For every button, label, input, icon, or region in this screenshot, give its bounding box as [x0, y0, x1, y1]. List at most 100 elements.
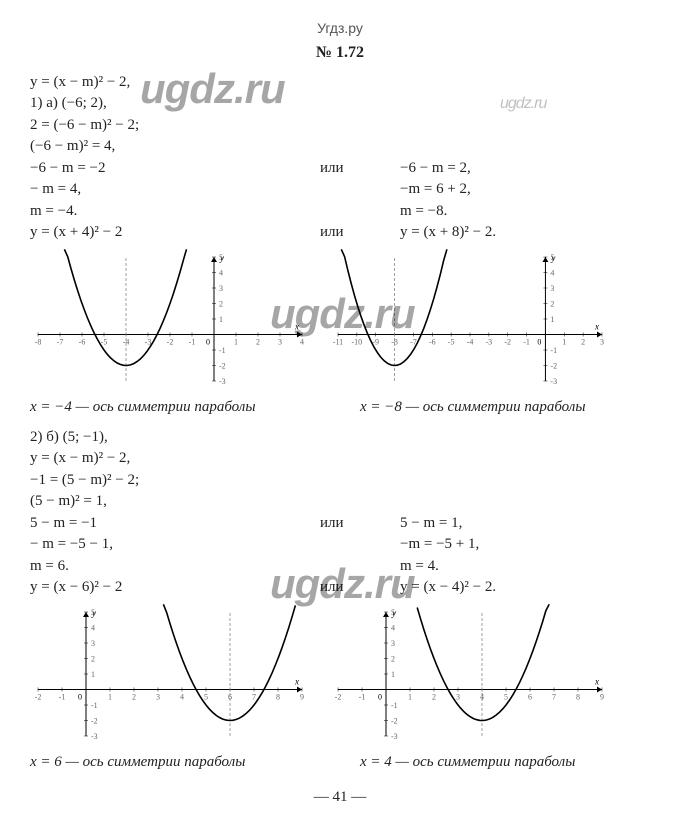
s1-right-l2: −m = 6 + 2,: [400, 179, 650, 199]
point-1: 1) а) (−6; 2),: [30, 93, 650, 113]
or-2b: или: [320, 577, 360, 597]
chart-s2-right: -2-1123456789-3-2-112345xy0: [330, 604, 610, 744]
svg-text:-1: -1: [91, 701, 98, 710]
svg-text:4: 4: [391, 624, 395, 633]
svg-text:3: 3: [219, 284, 223, 293]
s2-right-l3: m = 4.: [400, 556, 650, 576]
svg-text:2: 2: [132, 693, 136, 702]
s2-left-l3: m = 6.: [30, 556, 280, 576]
s1-right-result: y = (x + 8)² − 2.: [400, 222, 650, 242]
svg-text:-2: -2: [391, 717, 398, 726]
eq-header-1: y = (x − m)² − 2,: [30, 72, 650, 92]
svg-text:-4: -4: [467, 338, 474, 347]
svg-text:2: 2: [581, 338, 585, 347]
svg-text:x: x: [594, 322, 599, 332]
svg-text:1: 1: [408, 693, 412, 702]
svg-text:2: 2: [256, 338, 260, 347]
svg-text:-10: -10: [352, 338, 363, 347]
subst-1: 2 = (−6 − m)² − 2;: [30, 115, 650, 135]
caption-s2-left: x = 6 — ось симметрии параболы: [30, 754, 320, 771]
svg-text:9: 9: [300, 693, 304, 702]
s1-left-l2: − m = 4,: [30, 179, 280, 199]
svg-text:5: 5: [504, 693, 508, 702]
s2-right-l1: 5 − m = 1,: [400, 513, 650, 533]
svg-text:-2: -2: [219, 362, 226, 371]
svg-text:1: 1: [391, 670, 395, 679]
svg-text:-5: -5: [448, 338, 455, 347]
svg-text:-1: -1: [59, 693, 66, 702]
svg-text:-2: -2: [35, 693, 42, 702]
svg-text:-3: -3: [91, 732, 98, 741]
svg-text:0: 0: [206, 338, 210, 347]
chart-s1-right: -11-10-9-8-7-6-5-4-3-2-1123-3-2-112345xy…: [330, 249, 610, 389]
svg-text:-1: -1: [391, 701, 398, 710]
svg-text:7: 7: [552, 693, 556, 702]
s2-left-result: y = (x − 6)² − 2: [30, 577, 280, 597]
svg-text:1: 1: [562, 338, 566, 347]
svg-text:3: 3: [91, 639, 95, 648]
svg-text:1: 1: [108, 693, 112, 702]
svg-text:3: 3: [156, 693, 160, 702]
svg-text:8: 8: [576, 693, 580, 702]
caption-s1-left: x = −4 — ось симметрии параболы: [30, 399, 320, 416]
site-header: Угдз.ру: [30, 20, 650, 36]
or-1b: или: [320, 222, 360, 242]
svg-text:-2: -2: [504, 338, 511, 347]
s2-left-l1: 5 − m = −1: [30, 513, 280, 533]
s1-right-l3: m = −8.: [400, 201, 650, 221]
chart-s2-left: -2-1123456789-3-2-112345xy0: [30, 604, 310, 744]
svg-text:-6: -6: [429, 338, 436, 347]
svg-text:-1: -1: [523, 338, 530, 347]
svg-text:4: 4: [219, 269, 223, 278]
caption-s2-right: x = 4 — ось симметрии параболы: [360, 754, 650, 771]
svg-text:-8: -8: [35, 338, 42, 347]
s1-left-l3: m = −4.: [30, 201, 280, 221]
svg-text:-2: -2: [167, 338, 174, 347]
page-number: — 41 —: [30, 789, 650, 806]
svg-text:2: 2: [432, 693, 436, 702]
svg-text:-2: -2: [335, 693, 342, 702]
svg-text:-1: -1: [550, 346, 557, 355]
svg-text:x: x: [294, 322, 299, 332]
svg-text:-3: -3: [219, 377, 226, 386]
svg-text:-3: -3: [486, 338, 493, 347]
s1-right-l1: −6 − m = 2,: [400, 158, 650, 178]
svg-text:6: 6: [528, 693, 532, 702]
svg-text:-3: -3: [391, 732, 398, 741]
svg-text:9: 9: [600, 693, 604, 702]
svg-text:2: 2: [91, 655, 95, 664]
svg-text:4: 4: [300, 338, 304, 347]
svg-text:-2: -2: [550, 362, 557, 371]
svg-text:0: 0: [78, 693, 82, 702]
svg-text:2: 2: [219, 300, 223, 309]
svg-text:0: 0: [537, 338, 541, 347]
svg-text:7: 7: [252, 693, 256, 702]
s2-left-l2: − m = −5 − 1,: [30, 534, 280, 554]
svg-text:4: 4: [550, 269, 554, 278]
s2-right-result: y = (x − 4)² − 2.: [400, 577, 650, 597]
svg-text:x: x: [294, 677, 299, 687]
svg-text:1: 1: [219, 315, 223, 324]
svg-text:y: y: [391, 608, 396, 618]
svg-text:0: 0: [378, 693, 382, 702]
svg-text:5: 5: [204, 693, 208, 702]
caption-s1-right: x = −8 — ось симметрии параболы: [360, 399, 650, 416]
or-1a: или: [320, 158, 360, 178]
step-2: (5 − m)² = 1,: [30, 491, 650, 511]
svg-text:2: 2: [550, 300, 554, 309]
svg-text:3: 3: [550, 284, 554, 293]
svg-text:-3: -3: [550, 377, 557, 386]
s1-left-l1: −6 − m = −2: [30, 158, 280, 178]
svg-text:-6: -6: [79, 338, 86, 347]
svg-text:1: 1: [91, 670, 95, 679]
or-2a: или: [320, 513, 360, 533]
svg-text:3: 3: [391, 639, 395, 648]
svg-text:x: x: [594, 677, 599, 687]
svg-text:y: y: [550, 253, 555, 263]
svg-text:y: y: [91, 608, 96, 618]
problem-title: № 1.72: [30, 44, 650, 62]
svg-text:3: 3: [278, 338, 282, 347]
svg-text:4: 4: [91, 624, 95, 633]
svg-text:2: 2: [391, 655, 395, 664]
svg-text:-1: -1: [359, 693, 366, 702]
